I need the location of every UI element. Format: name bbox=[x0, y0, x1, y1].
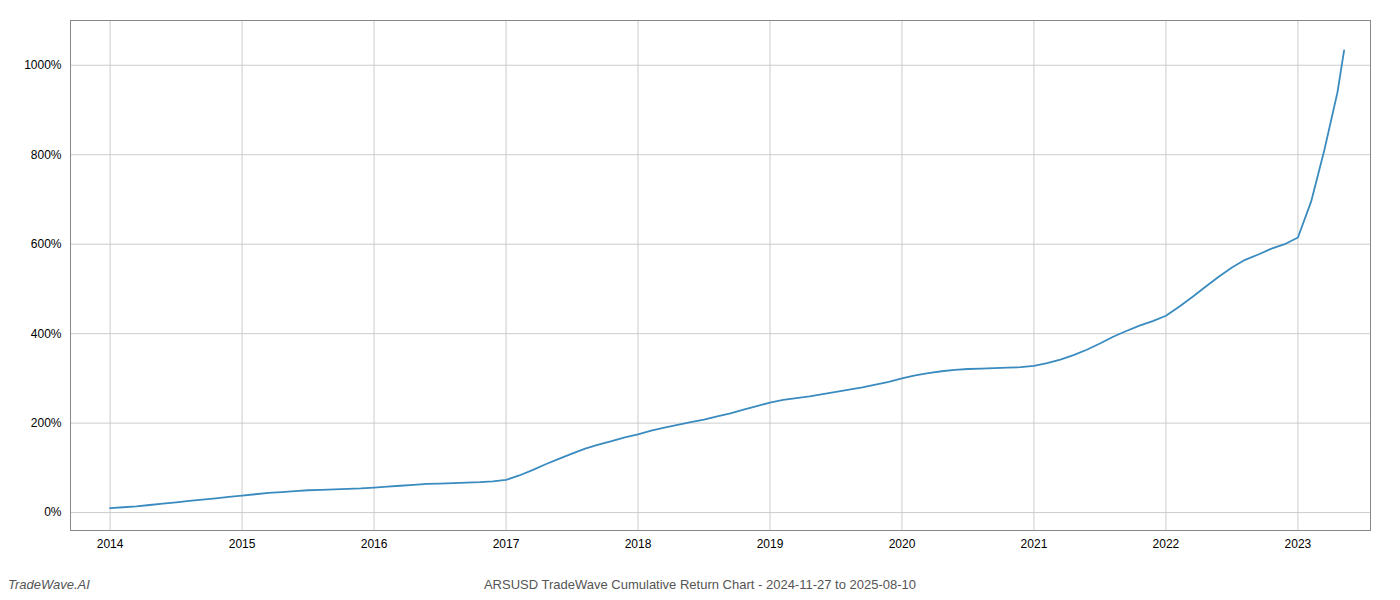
svg-text:0%: 0% bbox=[44, 505, 62, 519]
svg-text:1000%: 1000% bbox=[24, 58, 62, 72]
svg-text:2019: 2019 bbox=[757, 537, 784, 551]
svg-text:200%: 200% bbox=[31, 416, 62, 430]
svg-text:2014: 2014 bbox=[97, 537, 124, 551]
svg-text:400%: 400% bbox=[31, 326, 62, 340]
svg-text:2020: 2020 bbox=[889, 537, 916, 551]
svg-text:2018: 2018 bbox=[625, 537, 652, 551]
svg-text:2016: 2016 bbox=[361, 537, 388, 551]
svg-text:2021: 2021 bbox=[1021, 537, 1048, 551]
svg-text:2015: 2015 bbox=[229, 537, 256, 551]
svg-text:2022: 2022 bbox=[1153, 537, 1180, 551]
html-text:ARSUSD TradeWave Cumulative Re: ARSUSD TradeWave Cumulative Return Chart… bbox=[483, 577, 916, 592]
svg-text:2023: 2023 bbox=[1285, 537, 1312, 551]
html-text:TradeWave.AI: TradeWave.AI bbox=[8, 577, 90, 592]
svg-text:600%: 600% bbox=[31, 237, 62, 251]
svg-text:800%: 800% bbox=[31, 148, 62, 162]
svg-text:2017: 2017 bbox=[493, 537, 520, 551]
